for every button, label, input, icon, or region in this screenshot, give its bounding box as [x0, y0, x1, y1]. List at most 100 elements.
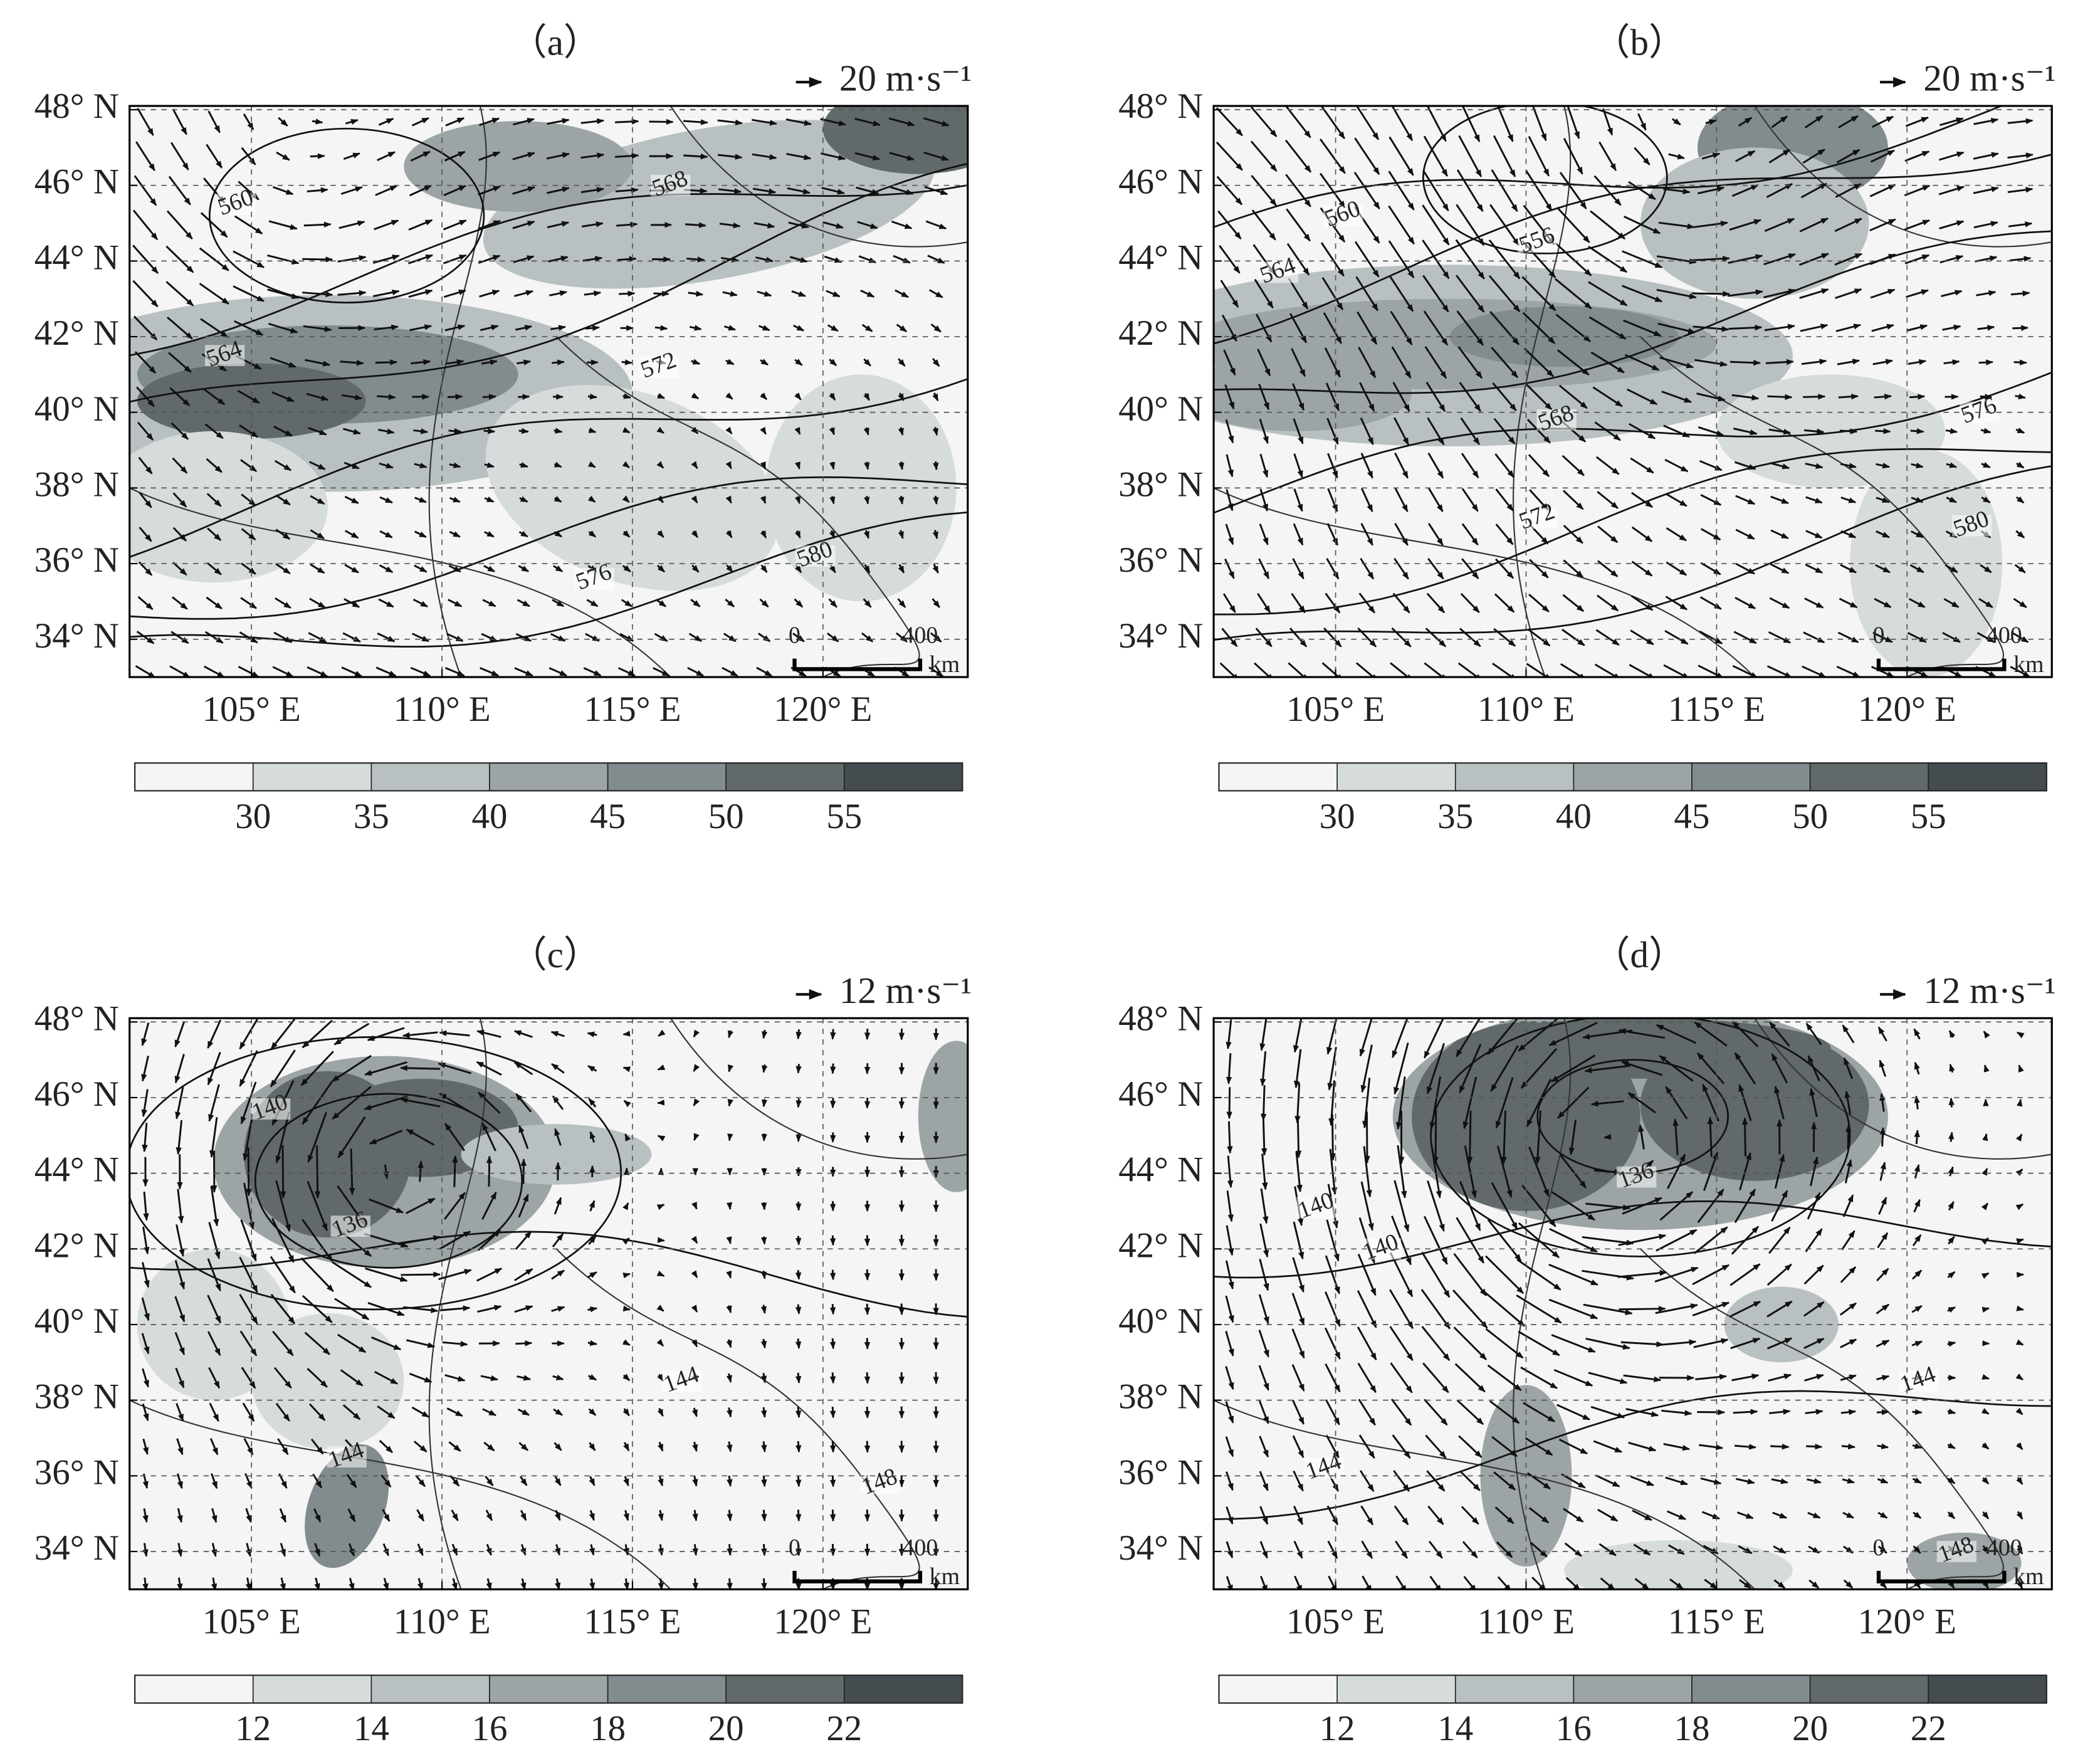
wind-arrow	[1634, 147, 1651, 165]
wind-arrow	[2007, 118, 2034, 125]
wind-arrow	[928, 289, 943, 298]
wind-arrow	[1393, 417, 1410, 446]
wind-arrow	[310, 495, 325, 505]
wind-arrow	[1323, 312, 1343, 344]
wind-arrow	[1597, 594, 1619, 612]
wind-arrow	[240, 459, 258, 472]
contour-label-bg	[639, 356, 680, 378]
wind-arrow	[1426, 592, 1446, 614]
wind-arrow	[134, 175, 157, 206]
wind-arrow	[1525, 170, 1553, 211]
wind-arrow	[1259, 453, 1269, 478]
wind-arrow	[794, 392, 802, 401]
wind-arrow	[1590, 210, 1626, 240]
y-tick-label: 34° N	[34, 1528, 119, 1568]
wind-arrow	[412, 598, 429, 607]
wind-arrow	[1597, 525, 1619, 543]
wind-arrow	[518, 428, 529, 434]
contour-line	[129, 162, 968, 403]
wind-arrow	[1768, 149, 1791, 164]
y-tick-label: 44° N	[1118, 238, 1203, 277]
wind-arrow	[414, 496, 427, 503]
wind-arrow	[588, 530, 596, 538]
wind-arrow	[1840, 463, 1857, 469]
wind-arrow	[1806, 1443, 1823, 1450]
colorbar-bin	[1218, 1674, 1338, 1704]
wind-arrow	[581, 221, 604, 228]
wind-arrow	[898, 427, 904, 436]
wind-arrow	[1392, 592, 1410, 614]
y-tick-label: 46° N	[1118, 162, 1203, 202]
wind-arrow	[895, 289, 909, 298]
wind-arrow	[169, 387, 191, 407]
x-tick-label: 120° E	[1858, 690, 1956, 729]
wind-arrow	[1767, 394, 1793, 401]
wind-arrow	[482, 599, 496, 607]
colorbar-bin	[1218, 762, 1338, 792]
wind-arrow	[1286, 243, 1310, 276]
wind-arrow	[132, 209, 159, 241]
colorbar-bin	[844, 762, 963, 792]
wind-arrow	[792, 324, 805, 332]
wind-arrow	[1528, 135, 1550, 177]
vector-key: 12 m·s⁻¹	[1923, 970, 2055, 1011]
wind-arrow	[1976, 290, 1997, 297]
wind-arrow	[1800, 182, 1827, 199]
border	[428, 105, 487, 678]
y-tick-label: 34° N	[34, 616, 119, 656]
wind-arrow	[619, 290, 636, 297]
wind-arrow	[1770, 563, 1790, 574]
wind-arrow	[1624, 216, 1661, 234]
wind-arrow	[1875, 564, 1891, 574]
wind-arrow	[2007, 187, 2034, 193]
wind-arrow	[864, 1029, 871, 1041]
wind-arrow	[1597, 491, 1619, 509]
wind-arrow	[795, 1098, 802, 1108]
wind-arrow	[760, 564, 768, 573]
colorbar-tick-label: 35	[354, 797, 389, 836]
wind-arrow	[863, 358, 871, 367]
wind-arrow	[829, 496, 836, 505]
wind-arrow	[1261, 1119, 1267, 1156]
wind-arrow	[1876, 530, 1890, 538]
wind-arrow	[761, 1475, 767, 1488]
y-tick-label: 48° N	[34, 999, 119, 1038]
wind-arrow	[1257, 349, 1271, 377]
wind-arrow	[861, 632, 874, 643]
wind-arrow	[786, 152, 812, 160]
wind-arrow	[795, 1475, 802, 1488]
wind-arrow	[1527, 628, 1551, 647]
wind-arrow	[165, 281, 194, 307]
wind-arrow	[1459, 627, 1481, 648]
wind-arrow	[864, 1269, 871, 1281]
wind-arrow	[378, 117, 394, 126]
wind-arrow	[717, 119, 743, 126]
wind-arrow	[583, 667, 602, 677]
wind-arrow	[2013, 359, 2027, 365]
wind-arrow	[1284, 139, 1312, 173]
colorbar-frame	[134, 762, 963, 792]
wind-arrow	[1258, 558, 1270, 580]
wind-arrow	[137, 421, 154, 441]
wind-arrow	[207, 110, 221, 134]
wind-arrow	[719, 222, 741, 229]
wind-arrow	[692, 1544, 698, 1556]
wind-arrow	[1456, 310, 1484, 346]
wind-arrow	[1946, 462, 1958, 468]
wind-arrow	[1428, 523, 1444, 546]
contour-line	[1214, 448, 2052, 616]
wind-arrow	[172, 108, 187, 135]
wind-arrow	[1728, 324, 1763, 331]
wind-arrow	[685, 222, 706, 228]
wind-arrow	[755, 256, 774, 263]
scale-bar	[792, 658, 923, 671]
wind-arrow	[480, 667, 500, 677]
wind-arrow	[1357, 311, 1378, 345]
wind-arrow	[1943, 359, 1960, 365]
y-tick-label: 42° N	[1118, 313, 1203, 353]
wind-arrow	[1701, 528, 1721, 541]
scale-bar-unit: km	[2013, 1563, 2044, 1590]
wind-arrow	[587, 461, 596, 468]
wind-arrow	[310, 563, 325, 574]
wind-arrow	[1360, 417, 1374, 446]
